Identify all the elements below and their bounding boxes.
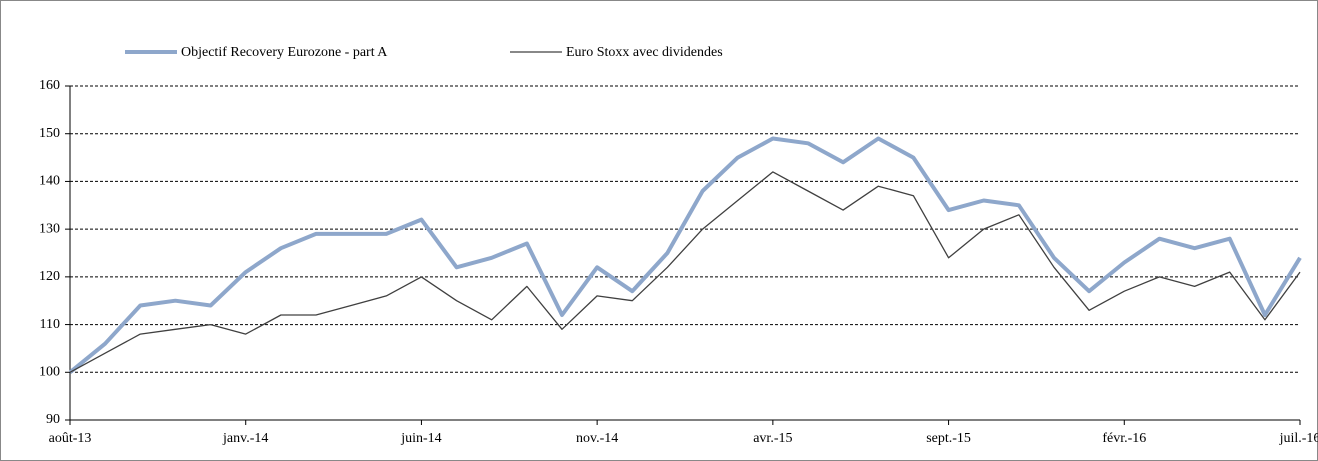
y-tick-label: 120 bbox=[39, 269, 60, 284]
y-tick-label: 160 bbox=[39, 78, 60, 93]
x-tick-label: juin-14 bbox=[400, 431, 441, 446]
y-tick-label: 140 bbox=[39, 174, 60, 189]
y-tick-label: 150 bbox=[39, 126, 60, 141]
legend-label: Objectif Recovery Eurozone - part A bbox=[181, 45, 388, 60]
x-tick-label: févr.-16 bbox=[1102, 431, 1146, 446]
legend-label: Euro Stoxx avec dividendes bbox=[566, 45, 723, 60]
y-tick-label: 100 bbox=[39, 365, 60, 380]
x-tick-label: nov.-14 bbox=[576, 431, 618, 446]
x-tick-label: janv.-14 bbox=[222, 431, 268, 446]
y-tick-label: 110 bbox=[40, 317, 60, 332]
x-tick-label: juil.-16 bbox=[1279, 431, 1318, 446]
x-tick-label: sept.-15 bbox=[926, 431, 971, 446]
x-tick-label: avr.-15 bbox=[753, 431, 792, 446]
series-line bbox=[69, 171, 1301, 373]
y-tick-label: 90 bbox=[46, 412, 60, 427]
x-tick-label: août-13 bbox=[49, 431, 92, 446]
y-tick-label: 130 bbox=[39, 221, 60, 236]
series-line bbox=[68, 136, 1302, 374]
